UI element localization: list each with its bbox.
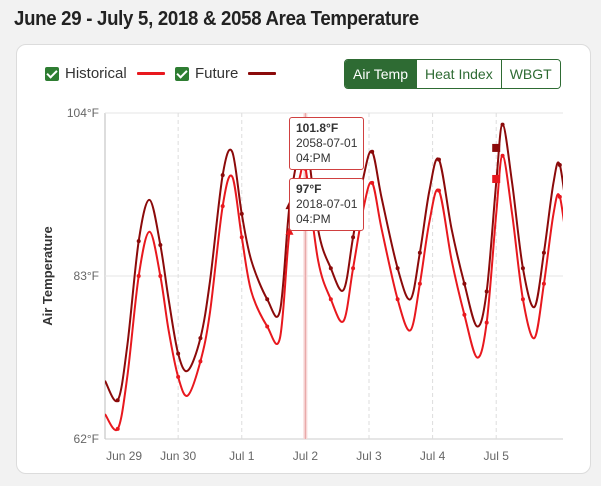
data-point-future: [500, 122, 505, 127]
data-point-historical: [220, 204, 225, 209]
data-point-future: [220, 173, 225, 178]
data-point-future: [541, 250, 546, 255]
x-tick-label: Jul 1: [229, 449, 255, 463]
data-point-future: [417, 250, 422, 255]
data-point-historical: [395, 297, 400, 302]
marker-square-historical: [492, 174, 501, 183]
data-point-historical: [484, 320, 489, 325]
y-tick-label: 62°F: [74, 432, 99, 446]
data-point-historical: [198, 359, 203, 364]
data-point-future: [557, 163, 562, 168]
data-point-historical: [115, 426, 120, 431]
x-tick-label: Jul 2: [293, 449, 319, 463]
data-point-future: [484, 289, 489, 294]
marker-triangle-historical: [285, 226, 294, 235]
data-point-future: [198, 336, 203, 341]
series-line-historical: [105, 154, 563, 432]
data-point-historical: [265, 324, 270, 329]
data-point-historical: [462, 312, 467, 317]
future-swatch: [248, 72, 277, 75]
tooltip-historical-time: 04:PM: [296, 212, 331, 226]
data-point-historical: [136, 274, 141, 278]
data-point-future: [115, 398, 120, 403]
tooltip-historical: 97°F 2018-07-01 04:PM: [289, 178, 365, 231]
data-point-historical: [176, 374, 181, 379]
tooltip-historical-value: 97°F: [296, 182, 322, 196]
tooltip-historical-date: 2018-07-01: [296, 197, 358, 211]
data-point-historical: [436, 188, 441, 193]
data-point-historical: [351, 266, 356, 271]
data-point-future: [462, 281, 467, 286]
tooltip-future-value: 101.8°F: [296, 121, 339, 135]
data-point-future: [176, 351, 181, 356]
data-point-historical: [370, 180, 375, 185]
data-point-historical: [239, 235, 244, 240]
x-tick-label: Jul 3: [356, 449, 382, 463]
data-point-historical: [520, 297, 525, 302]
metric-toggle: Air Temp Heat Index WBGT: [344, 59, 561, 89]
wbgt-button[interactable]: WBGT: [500, 60, 560, 88]
tooltip-future-time: 04:PM: [296, 151, 331, 165]
legend-future[interactable]: Future: [175, 65, 277, 82]
data-point-future: [436, 157, 441, 162]
data-point-historical: [557, 194, 562, 199]
legend-historical[interactable]: Historical: [45, 65, 165, 82]
y-axis-title: Air Temperature: [40, 226, 55, 325]
data-point-historical: [328, 297, 333, 302]
y-tick-label: 83°F: [74, 269, 99, 283]
data-point-future: [395, 266, 400, 271]
historical-checkbox[interactable]: [45, 66, 59, 81]
data-point-future: [520, 266, 525, 271]
data-point-future: [136, 239, 141, 244]
x-tick-label: Jul 5: [484, 449, 510, 463]
data-point-future: [370, 149, 375, 154]
data-point-future: [265, 297, 270, 302]
heat-index-button[interactable]: Heat Index: [415, 60, 501, 88]
x-tick-label: Jun 30: [160, 449, 196, 463]
data-point-future: [239, 211, 244, 216]
future-label: Future: [195, 65, 239, 82]
data-point-historical: [158, 274, 163, 278]
x-tick-label: Jul 4: [420, 449, 446, 463]
data-point-future: [158, 242, 163, 247]
air-temp-button[interactable]: Air Temp: [345, 60, 416, 88]
tooltip-future-date: 2058-07-01: [296, 136, 358, 150]
data-point-historical: [500, 153, 505, 158]
future-checkbox[interactable]: [175, 66, 189, 81]
historical-label: Historical: [65, 65, 127, 82]
data-point-future: [328, 266, 333, 271]
series-line-future: [105, 123, 563, 403]
page-title: June 29 - July 5, 2018 & 2058 Area Tempe…: [14, 8, 419, 30]
data-point-future: [351, 235, 356, 240]
tooltip-future: 101.8°F 2058-07-01 04:PM: [289, 117, 365, 170]
data-point-historical: [417, 281, 422, 286]
x-tick-label: Jun 29: [106, 449, 142, 463]
historical-swatch: [136, 72, 165, 75]
y-tick-label: 104°F: [67, 106, 99, 120]
data-point-historical: [541, 281, 546, 286]
marker-square-future: [492, 143, 501, 152]
